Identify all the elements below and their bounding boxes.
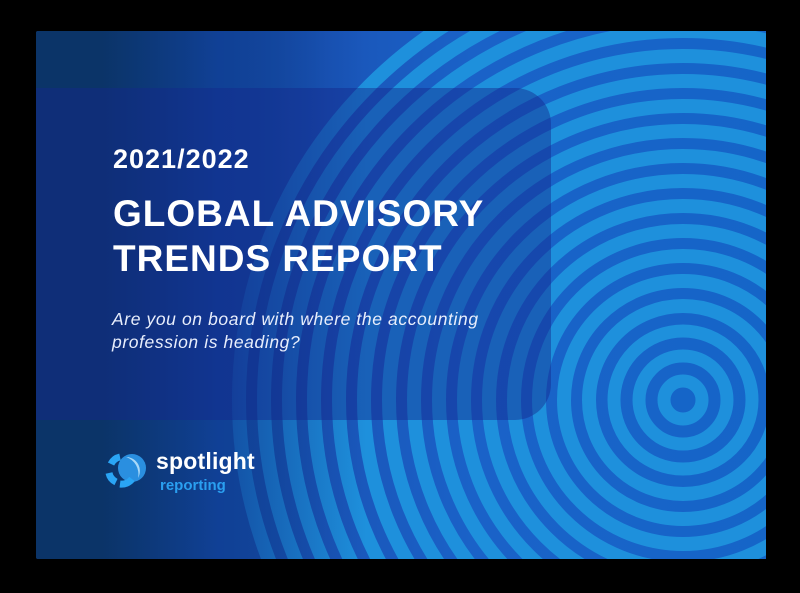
subtitle-line-1: Are you on board with where the accounti… [112, 309, 479, 329]
spotlight-reporting-logo: spotlight reporting [104, 448, 264, 501]
spotlight-logo-icon [105, 453, 146, 488]
logo-tagline: reporting [160, 477, 226, 494]
report-subtitle: Are you on board with where the accounti… [112, 308, 479, 354]
title-line-2: TRENDS REPORT [113, 238, 443, 279]
logo-name: spotlight [156, 448, 255, 474]
report-cover: 2021/2022 GLOBAL ADVISORY TRENDS REPORT … [36, 31, 766, 559]
report-year: 2021/2022 [113, 144, 250, 174]
gradient-overlay [36, 31, 366, 559]
text-panel [36, 88, 551, 420]
title-line-1: GLOBAL ADVISORY [113, 193, 485, 234]
subtitle-line-2: profession is heading? [112, 332, 301, 352]
report-title: GLOBAL ADVISORY TRENDS REPORT [113, 191, 484, 281]
